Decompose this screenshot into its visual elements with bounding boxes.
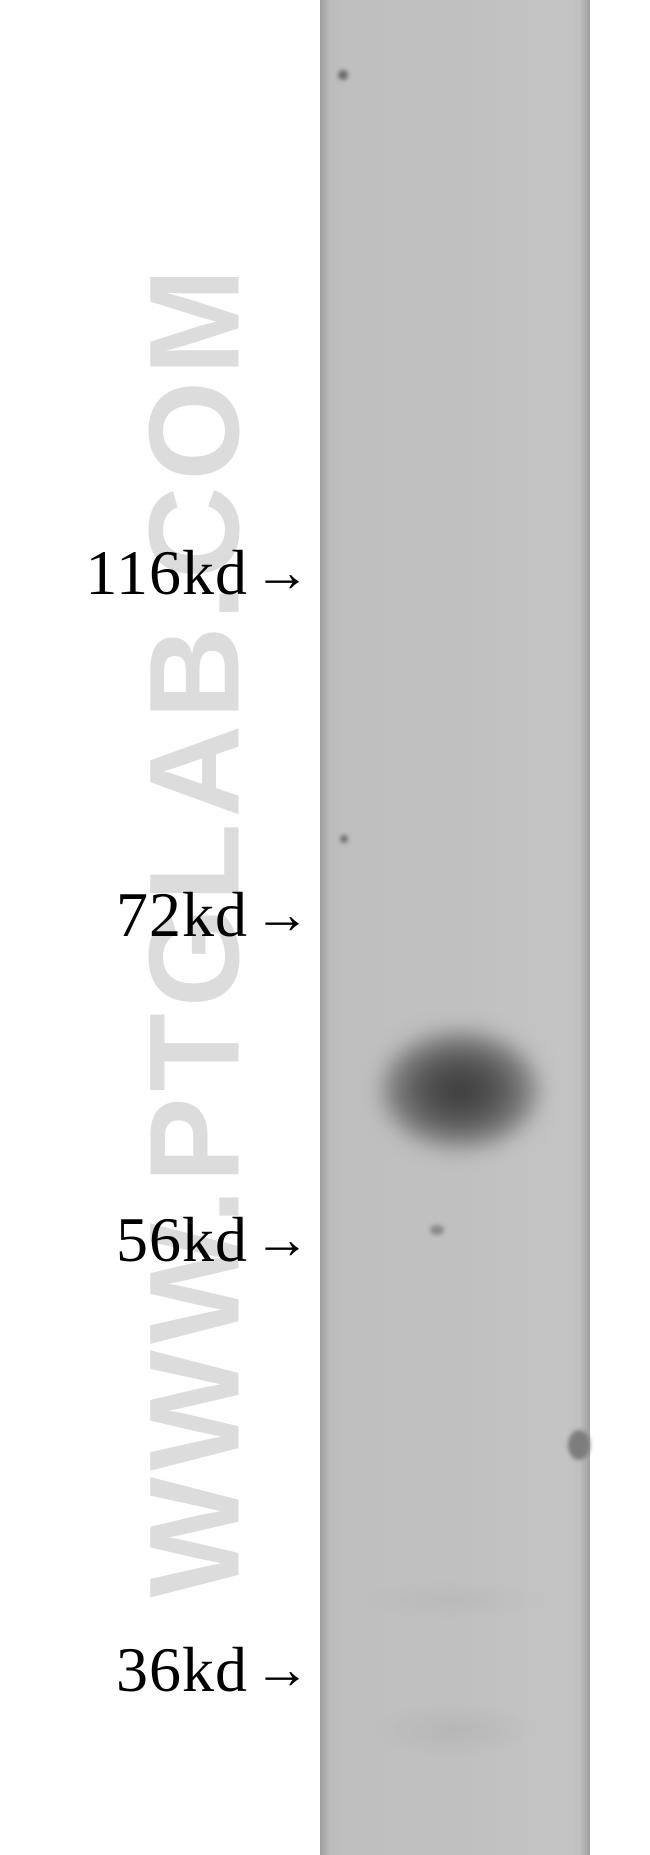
lane-spot	[340, 835, 348, 843]
arrow-right-icon: →	[254, 1212, 310, 1268]
lane-spot	[338, 70, 348, 80]
mw-marker-text: 56kd	[116, 1203, 248, 1277]
mw-marker-text: 72kd	[116, 878, 248, 952]
arrow-right-icon: →	[254, 887, 310, 943]
blot-lane	[320, 0, 590, 1855]
mw-marker-label: 36kd→	[116, 1633, 310, 1707]
arrow-right-icon: →	[254, 545, 310, 601]
mw-marker-text: 36kd	[116, 1633, 248, 1707]
arrow-right-icon: →	[254, 1642, 310, 1698]
mw-marker-text: 116kd	[85, 536, 248, 610]
mw-marker-label: 72kd→	[116, 878, 310, 952]
band-main	[380, 1030, 540, 1150]
lane-spot	[568, 1430, 590, 1460]
mw-marker-label: 116kd→	[85, 536, 310, 610]
mw-marker-label: 56kd→	[116, 1203, 310, 1277]
lane-noise	[320, 0, 590, 1855]
lane-spot	[430, 1225, 444, 1235]
